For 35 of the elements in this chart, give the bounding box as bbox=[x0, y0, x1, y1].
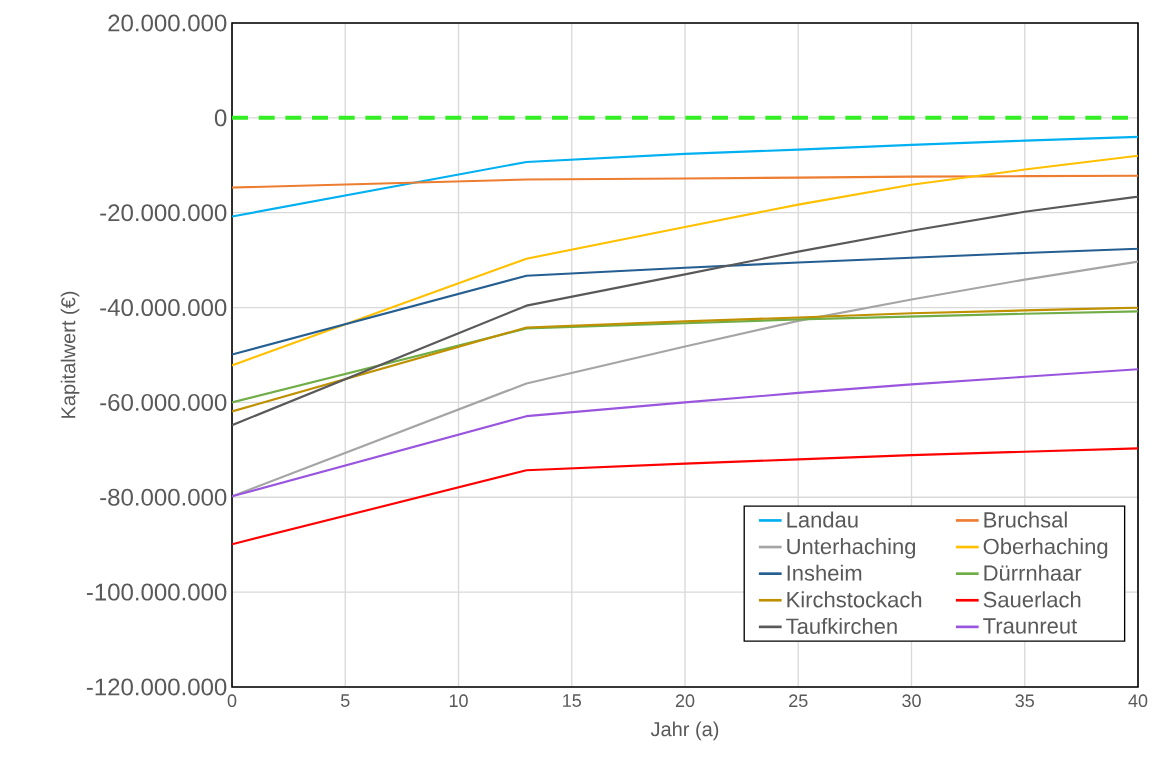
legend-label: Unterhaching bbox=[787, 538, 916, 559]
y-tick-label: -120.000.000 bbox=[86, 678, 227, 696]
x-tick-label: 5 bbox=[340, 694, 350, 707]
legend-label: Traunreut bbox=[983, 618, 1078, 634]
x-tick-label: 25 bbox=[789, 694, 808, 708]
x-tick-label: 10 bbox=[449, 694, 468, 708]
legend-label: Kirchstockach bbox=[787, 591, 922, 608]
line-series bbox=[232, 368, 1138, 498]
line-series bbox=[232, 260, 1138, 498]
y-axis-title: Kapitalwert (€) bbox=[60, 291, 80, 418]
legend-label: Landau bbox=[787, 511, 858, 528]
y-tick-label: -40.000.000 bbox=[100, 299, 227, 317]
x-tick-label: 0 bbox=[227, 694, 237, 708]
line-series bbox=[232, 154, 1138, 367]
legend-label: Dürrnhaar bbox=[984, 564, 1082, 581]
x-axis-title: Jahr (a) bbox=[650, 721, 719, 741]
y-tick-label: 20.000.000 bbox=[108, 14, 227, 32]
line-series bbox=[232, 135, 1138, 218]
y-tick-label: -100.000.000 bbox=[86, 583, 227, 601]
line-series bbox=[232, 195, 1138, 427]
y-tick-label: -60.000.000 bbox=[100, 393, 227, 411]
legend-label: Oberhaching bbox=[983, 538, 1108, 559]
x-tick-label: 15 bbox=[563, 694, 582, 707]
x-tick-label: 35 bbox=[1015, 694, 1035, 708]
legend-label: Insheim bbox=[787, 564, 862, 581]
legend-label: Bruchsal bbox=[984, 511, 1067, 528]
legend-label: Taufkirchen bbox=[786, 617, 897, 635]
line-series bbox=[232, 174, 1138, 189]
y-tick-label: -80.000.000 bbox=[100, 488, 227, 506]
y-tick-label: 0 bbox=[214, 109, 227, 127]
x-tick-label: 20 bbox=[675, 694, 695, 708]
x-tick-label: 30 bbox=[902, 694, 921, 708]
y-tick-label: -20.000.000 bbox=[100, 204, 227, 222]
x-tick-label: 40 bbox=[1128, 694, 1148, 708]
legend-label: Sauerlach bbox=[983, 591, 1081, 608]
